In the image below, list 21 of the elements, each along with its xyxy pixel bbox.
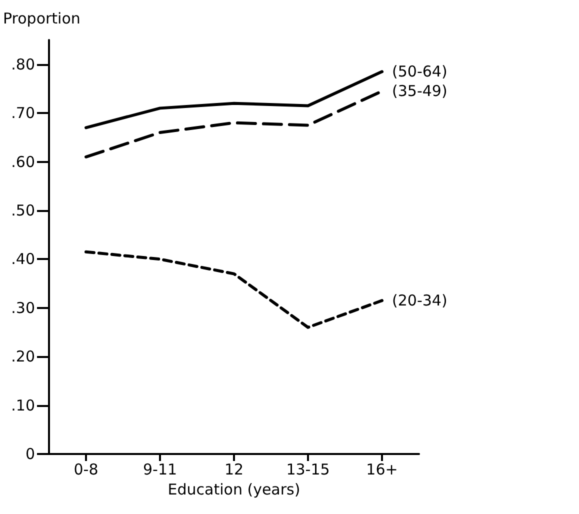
series-label: (35-49): [392, 82, 448, 100]
y-tick-label: .30: [11, 298, 35, 317]
x-tick-label: 16+: [366, 460, 398, 478]
y-tick-label: .70: [11, 104, 35, 122]
y-tick-label: .80: [11, 55, 35, 74]
line-series: [84, 70, 384, 130]
y-axis-title: Proportion: [3, 10, 80, 28]
x-tick-label: 9-11: [142, 460, 178, 478]
x-tick-label: 13-15: [286, 460, 330, 478]
x-axis-title: Education (years): [168, 480, 300, 498]
y-tick-label: .50: [11, 201, 35, 220]
x-tick-label: 12: [224, 460, 244, 478]
y-tick-label: .40: [11, 250, 35, 268]
y-tick-label: .10: [11, 396, 35, 414]
x-tick-label: 0-8: [74, 460, 98, 478]
series-label: (50-64): [392, 62, 448, 81]
y-tick-label: .20: [11, 348, 35, 366]
y-tick-label: .60: [11, 152, 35, 171]
y-tick-label: 0: [25, 445, 35, 463]
series-label: (20-34): [392, 292, 448, 310]
line-series: [84, 250, 384, 329]
